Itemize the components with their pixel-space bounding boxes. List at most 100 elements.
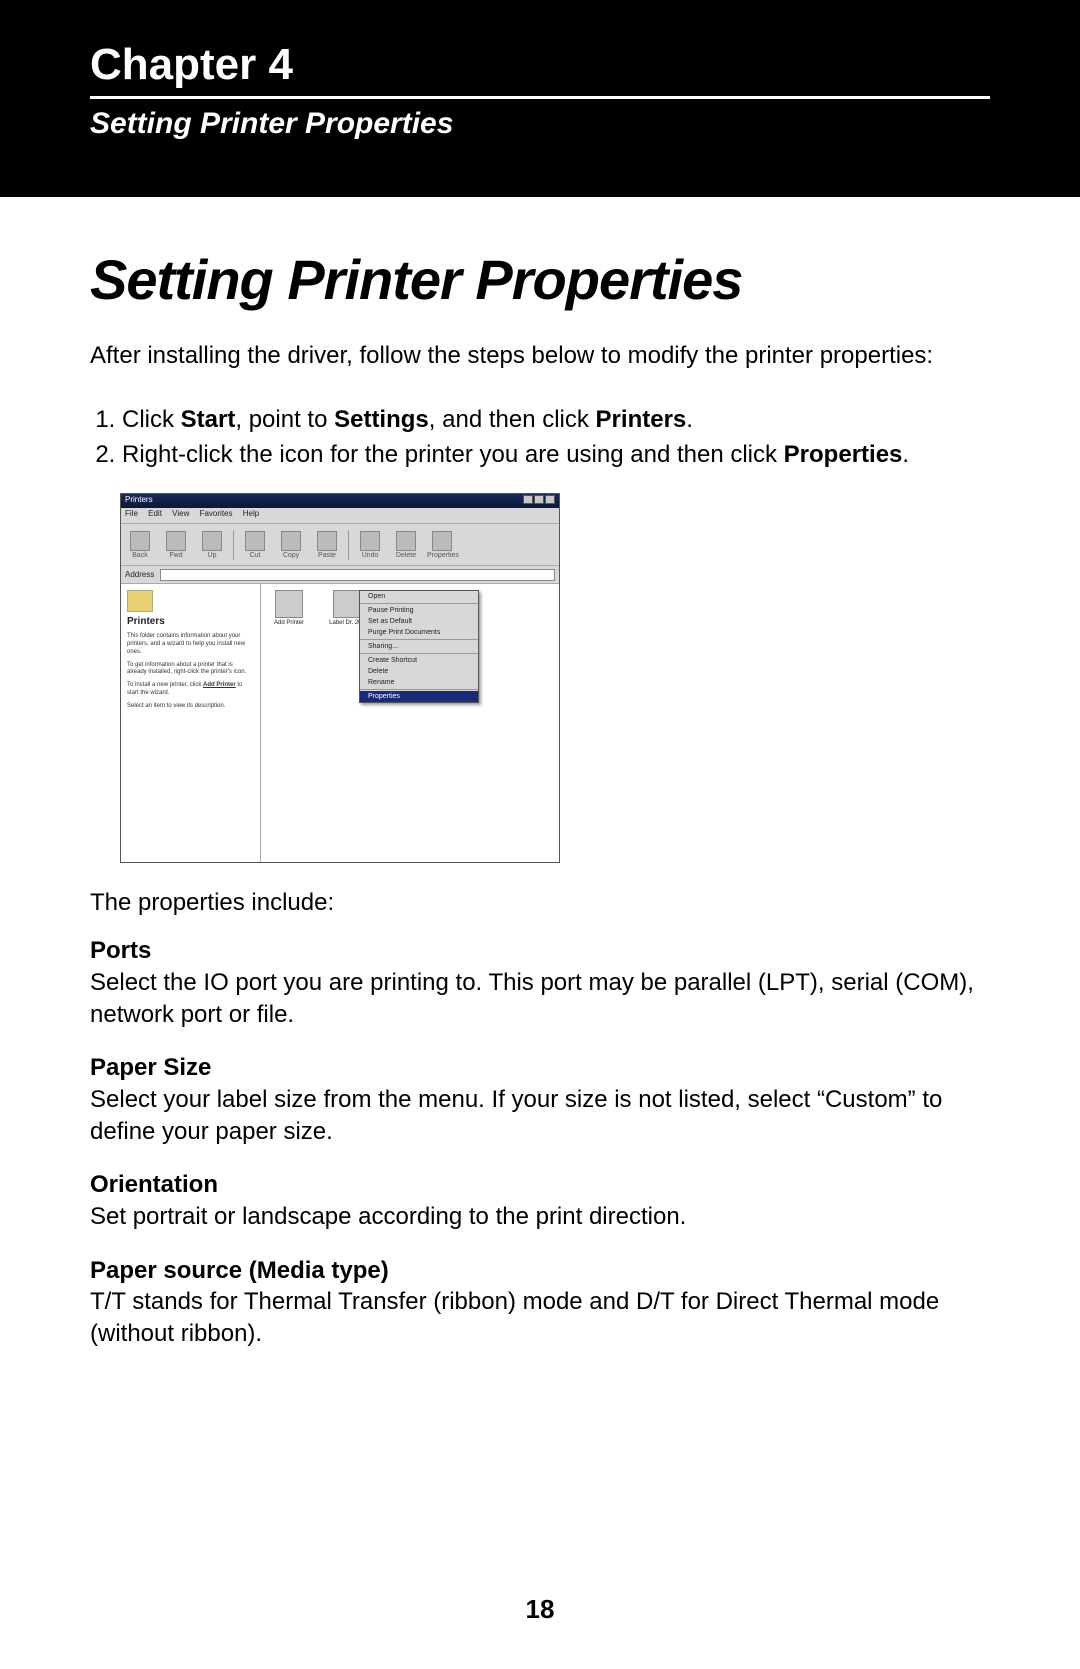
prop-ports-heading: Ports	[90, 935, 990, 967]
menu-bar: File Edit View Favorites Help	[121, 508, 559, 524]
context-menu: Open Pause Printing Set as Default Purge…	[359, 590, 479, 703]
close-icon	[545, 495, 555, 504]
step1-settings: Settings	[334, 406, 429, 433]
toolbar-delete-label: Delete	[396, 552, 416, 559]
prop-source-text: T/T stands for Thermal Transfer (ribbon)…	[90, 1286, 990, 1349]
toolbar-undo: Undo	[355, 531, 385, 559]
delete-icon	[396, 531, 416, 551]
menu-view: View	[172, 509, 189, 518]
toolbar-forward: Fwd	[161, 531, 191, 559]
toolbar-cut: Cut	[240, 531, 270, 559]
folder-icon	[127, 590, 153, 612]
left-pane-p2: To get information about a printer that …	[127, 662, 254, 678]
step1-text-a: Click	[122, 406, 181, 433]
left-pane-p3a: To install a new printer, click	[127, 682, 203, 688]
left-pane-title: Printers	[127, 616, 254, 627]
ctx-pause: Pause Printing	[360, 605, 478, 616]
prop-paper-text: Select your label size from the menu. If…	[90, 1084, 990, 1147]
ctx-delete: Delete	[360, 666, 478, 677]
toolbar-forward-label: Fwd	[169, 552, 182, 559]
toolbar-properties-label: Properties	[427, 552, 459, 559]
address-field	[160, 569, 555, 581]
add-printer-link: Add Printer	[203, 682, 236, 688]
chapter-subtitle: Setting Printer Properties	[90, 107, 990, 167]
address-label: Address	[125, 570, 154, 579]
left-pane: Printers This folder contains informatio…	[121, 584, 261, 862]
prop-paper-heading: Paper Size	[90, 1052, 990, 1084]
steps-list: Click Start, point to Settings, and then…	[122, 404, 990, 471]
page-number: 18	[0, 1594, 1080, 1625]
step2-text-c: .	[902, 441, 909, 468]
left-pane-p1: This folder contains information about y…	[127, 633, 254, 656]
prop-ports-text: Select the IO port you are printing to. …	[90, 967, 990, 1030]
minimize-icon	[523, 495, 533, 504]
toolbar-undo-label: Undo	[362, 552, 379, 559]
menu-favorites: Favorites	[200, 509, 233, 518]
toolbar-properties: Properties	[427, 531, 457, 559]
address-bar: Address	[121, 566, 559, 584]
window-titlebar: Printers	[121, 494, 559, 508]
prop-orientation: Orientation Set portrait or landscape ac…	[90, 1169, 990, 1232]
step-2: Right-click the icon for the printer you…	[122, 439, 990, 471]
step1-text-e: , and then click	[429, 406, 596, 433]
toolbar-paste-label: Paste	[318, 552, 336, 559]
step1-start: Start	[181, 406, 236, 433]
step1-text-c: , point to	[235, 406, 334, 433]
ctx-properties: Properties	[360, 691, 478, 702]
right-pane: Add Printer Label Dr. 200 Open Pause Pri…	[261, 584, 559, 862]
ctx-default: Set as Default	[360, 616, 478, 627]
menu-help: Help	[243, 509, 259, 518]
menu-edit: Edit	[148, 509, 162, 518]
left-pane-p3: To install a new printer, click Add Prin…	[127, 682, 254, 698]
copy-icon	[281, 531, 301, 551]
intro-paragraph: After installing the driver, follow the …	[90, 340, 990, 372]
ctx-shortcut: Create Shortcut	[360, 655, 478, 666]
screenshot-printers-window: Printers File Edit View Favorites Help B…	[120, 493, 560, 863]
step-1: Click Start, point to Settings, and then…	[122, 404, 990, 436]
step2-properties: Properties	[784, 441, 903, 468]
toolbar-separator	[233, 530, 234, 560]
toolbar-copy-label: Copy	[283, 552, 299, 559]
ctx-open: Open	[360, 591, 478, 602]
window-title: Printers	[125, 495, 153, 507]
page-title: Setting Printer Properties	[90, 247, 990, 312]
toolbar-paste: Paste	[312, 531, 342, 559]
forward-icon	[166, 531, 186, 551]
toolbar-back: Back	[125, 531, 155, 559]
up-icon	[202, 531, 222, 551]
toolbar-cut-label: Cut	[250, 552, 261, 559]
prop-paper-source: Paper source (Media type) T/T stands for…	[90, 1255, 990, 1350]
maximize-icon	[534, 495, 544, 504]
toolbar-up-label: Up	[208, 552, 217, 559]
ctx-rename: Rename	[360, 677, 478, 688]
back-icon	[130, 531, 150, 551]
window-body: Printers This folder contains informatio…	[121, 584, 559, 862]
ctx-purge: Purge Print Documents	[360, 627, 478, 638]
properties-intro: The properties include:	[90, 889, 990, 917]
menu-file: File	[125, 509, 138, 518]
page-content: Setting Printer Properties After install…	[0, 197, 1080, 1350]
printer-icon	[333, 590, 361, 618]
toolbar-up: Up	[197, 531, 227, 559]
step1-printers: Printers	[596, 406, 687, 433]
cut-icon	[245, 531, 265, 551]
chapter-label: Chapter 4	[90, 40, 990, 99]
prop-orient-text: Set portrait or landscape according to t…	[90, 1201, 990, 1233]
prop-paper-size: Paper Size Select your label size from t…	[90, 1052, 990, 1147]
window-buttons	[522, 495, 555, 507]
toolbar-delete: Delete	[391, 531, 421, 559]
toolbar: Back Fwd Up Cut Copy Paste Undo Delete P…	[121, 524, 559, 566]
paste-icon	[317, 531, 337, 551]
toolbar-copy: Copy	[276, 531, 306, 559]
step2-text-a: Right-click the icon for the printer you…	[122, 441, 784, 468]
ctx-sharing: Sharing...	[360, 641, 478, 652]
add-printer-icon	[275, 590, 303, 618]
step1-text-g: .	[686, 406, 693, 433]
toolbar-back-label: Back	[132, 552, 148, 559]
properties-icon	[432, 531, 452, 551]
prop-ports: Ports Select the IO port you are printin…	[90, 935, 990, 1030]
add-printer-item: Add Printer	[267, 590, 311, 626]
add-printer-label: Add Printer	[274, 620, 304, 626]
prop-orient-heading: Orientation	[90, 1169, 990, 1201]
chapter-header: Chapter 4 Setting Printer Properties	[0, 0, 1080, 197]
